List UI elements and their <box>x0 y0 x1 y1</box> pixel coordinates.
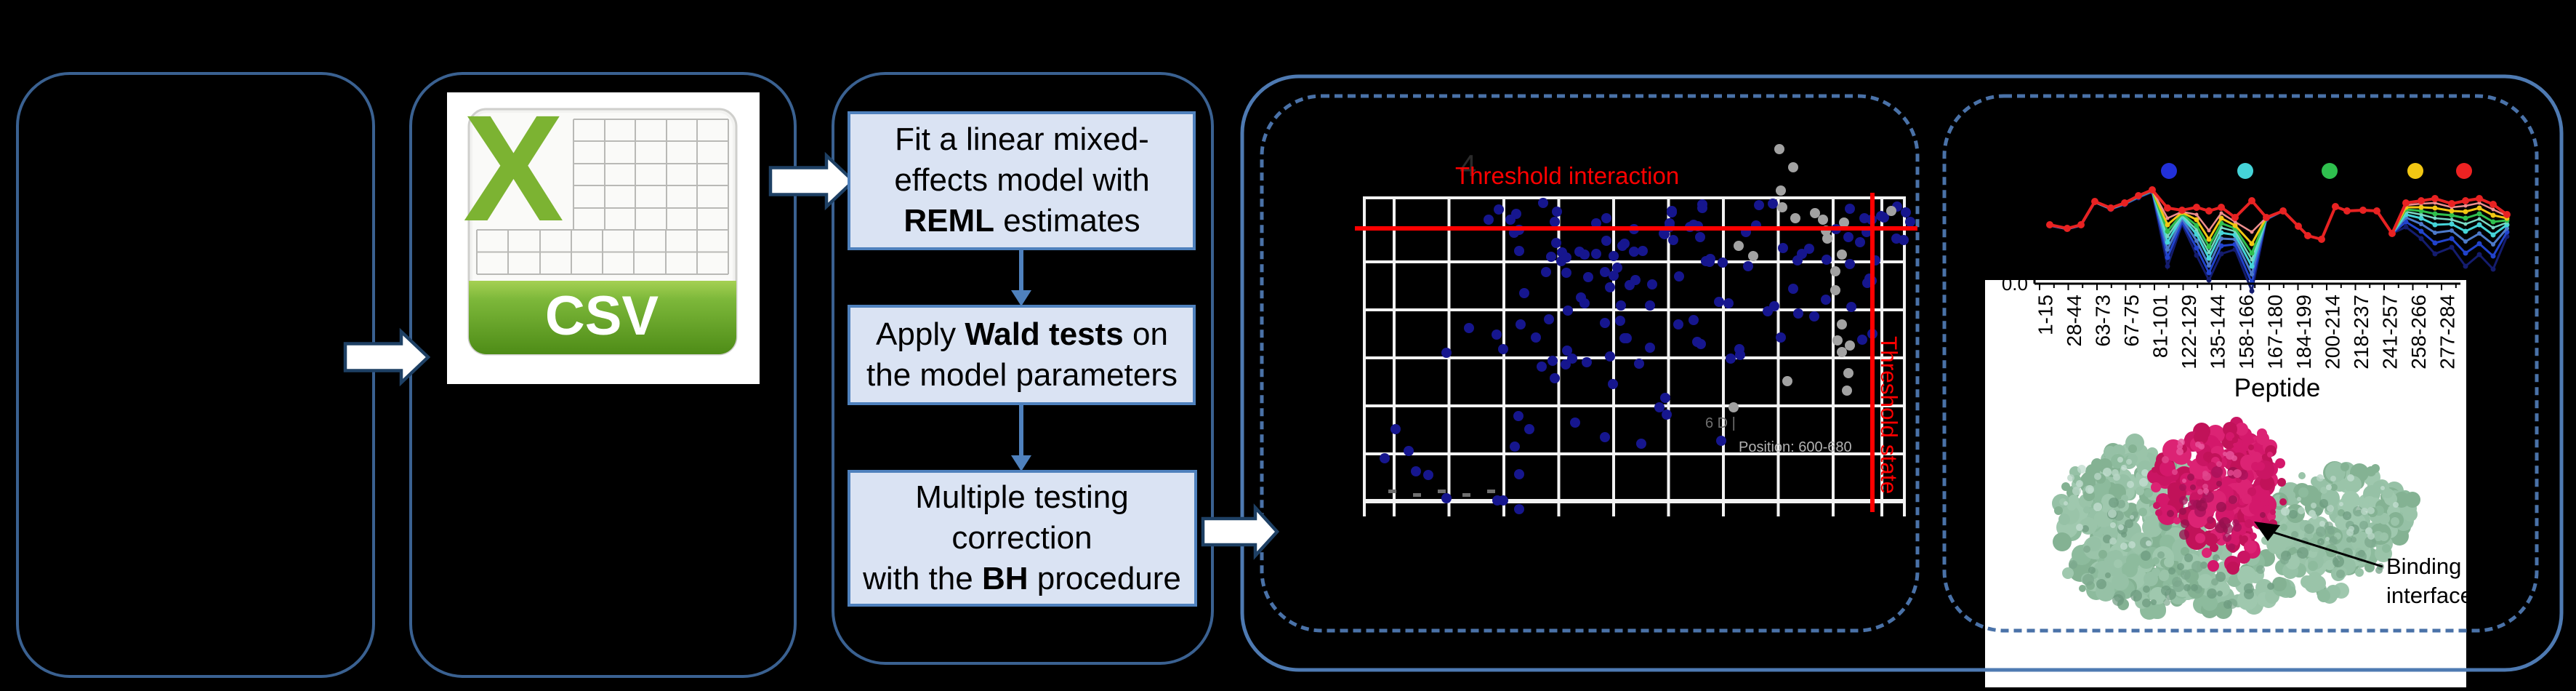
svg-text:218-237: 218-237 <box>2350 295 2372 370</box>
svg-text:correction: correction <box>951 520 1092 556</box>
svg-text:Apply Wald tests on: Apply Wald tests on <box>876 316 1168 352</box>
svg-text:Threshold state: Threshold state <box>1876 336 1902 494</box>
svg-text:63-73: 63-73 <box>2091 295 2114 347</box>
svg-text:277-284: 277-284 <box>2436 295 2458 370</box>
svg-text:Position: 600-680: Position: 600-680 <box>1739 439 1852 455</box>
svg-text:Fit a linear mixed-: Fit a linear mixed- <box>895 121 1149 157</box>
svg-text:67-75: 67-75 <box>2120 295 2143 347</box>
svg-text:REML estimates: REML estimates <box>903 203 1140 239</box>
svg-text:with the BH procedure: with the BH procedure <box>862 561 1181 596</box>
svg-text:X: X <box>463 84 564 253</box>
svg-text:258-266: 258-266 <box>2407 295 2430 370</box>
svg-text:interface: interface <box>2386 583 2473 608</box>
svg-text:135-144: 135-144 <box>2206 295 2229 370</box>
svg-text:1-15: 1-15 <box>2034 295 2056 335</box>
svg-text:6 D |: 6 D | <box>1705 415 1736 431</box>
svg-text:122-129: 122-129 <box>2178 295 2200 370</box>
svg-text:Binding: Binding <box>2386 554 2461 579</box>
svg-text:200-214: 200-214 <box>2321 295 2343 370</box>
svg-text:the model parameters: the model parameters <box>866 357 1178 393</box>
svg-text:158-166: 158-166 <box>2235 295 2258 370</box>
svg-text:Peptide: Peptide <box>2234 374 2321 402</box>
svg-text:167-180: 167-180 <box>2263 295 2286 370</box>
svg-text:4: 4 <box>1460 148 1476 183</box>
svg-text:81-101: 81-101 <box>2149 295 2171 358</box>
svg-text:effects model with: effects model with <box>894 162 1149 198</box>
svg-text:184-199: 184-199 <box>2293 295 2315 370</box>
svg-text:Threshold interaction: Threshold interaction <box>1455 162 1679 189</box>
svg-text:28-44: 28-44 <box>2063 295 2085 347</box>
svg-text:241-257: 241-257 <box>2378 295 2401 370</box>
svg-text:Multiple testing: Multiple testing <box>915 479 1128 515</box>
svg-text:0.0: 0.0 <box>2002 273 2028 295</box>
svg-text:CSV: CSV <box>545 285 659 347</box>
